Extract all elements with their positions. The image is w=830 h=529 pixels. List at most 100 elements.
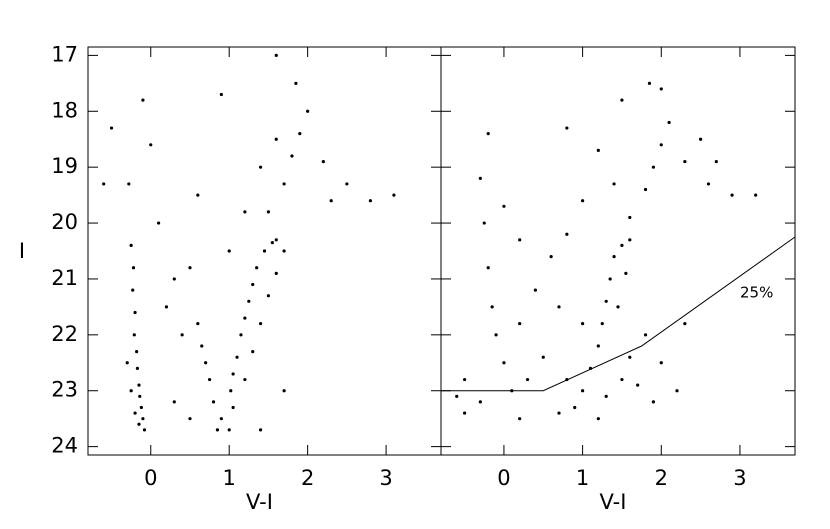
y-tick-label: 24 (51, 434, 78, 458)
point (600, 322, 604, 326)
point (274, 238, 278, 242)
point (368, 199, 372, 203)
point (533, 288, 538, 292)
point (518, 322, 522, 326)
point (157, 221, 161, 225)
point (135, 366, 140, 370)
point (651, 165, 656, 169)
point (620, 377, 624, 382)
point (204, 361, 208, 365)
point (188, 266, 192, 270)
point (282, 182, 286, 186)
point (133, 310, 137, 315)
point (608, 277, 612, 281)
x-tick-label: 0 (144, 466, 157, 490)
point (129, 243, 133, 248)
point (227, 428, 231, 432)
point (549, 254, 553, 259)
point (651, 400, 656, 404)
point (227, 249, 231, 253)
point (628, 215, 632, 220)
point (131, 288, 135, 292)
plot-frame (440, 46, 796, 456)
point (274, 53, 278, 57)
point (270, 241, 274, 245)
point (565, 126, 569, 130)
point (486, 266, 490, 270)
point (247, 299, 251, 303)
point (294, 81, 298, 85)
point (596, 417, 600, 421)
point (643, 187, 648, 192)
y-tick-label: 21 (51, 266, 78, 290)
point (196, 322, 200, 326)
point (612, 254, 616, 259)
point (131, 266, 136, 270)
point (239, 333, 243, 337)
point (243, 210, 247, 214)
point (647, 81, 652, 85)
point (196, 193, 200, 197)
point (129, 389, 133, 393)
point (172, 277, 176, 281)
point (127, 182, 131, 186)
annotation: 25% (740, 284, 773, 302)
y-tick-label: 22 (51, 322, 78, 346)
point (683, 322, 687, 326)
point (565, 232, 569, 236)
x-tick-label: 2 (655, 466, 668, 490)
point (211, 400, 216, 404)
point (141, 417, 145, 421)
point (557, 305, 561, 309)
point (557, 411, 561, 415)
point (478, 176, 482, 180)
point (518, 417, 522, 421)
point (298, 132, 302, 136)
x-tick-label: 3 (379, 466, 392, 490)
point (219, 417, 223, 421)
point (636, 383, 640, 387)
point (754, 193, 758, 197)
point (345, 182, 349, 186)
point (620, 98, 624, 102)
point (102, 182, 106, 186)
point (643, 333, 648, 337)
point (251, 350, 255, 354)
point (659, 87, 663, 91)
x-tick-label: 1 (223, 466, 236, 490)
point (282, 389, 286, 393)
point (258, 322, 263, 326)
point (282, 249, 286, 253)
point (172, 400, 176, 404)
point (628, 355, 632, 359)
point (132, 333, 136, 337)
point (706, 182, 711, 186)
point (258, 428, 263, 432)
point (258, 165, 263, 169)
y-tick-label: 23 (51, 378, 78, 402)
point (612, 182, 616, 186)
point (478, 400, 482, 404)
point (581, 389, 585, 393)
point (290, 154, 294, 158)
point (215, 428, 220, 432)
point (659, 143, 663, 147)
point (455, 394, 459, 398)
point (139, 405, 143, 410)
point (141, 98, 145, 102)
point (502, 204, 506, 208)
y-axis-label: I (19, 239, 25, 263)
y-tick-label: 20 (51, 210, 78, 234)
point (243, 377, 247, 382)
point (525, 377, 530, 382)
point (490, 305, 494, 309)
point (255, 266, 259, 270)
point (628, 238, 632, 242)
point (109, 126, 114, 130)
point (219, 92, 223, 97)
point (675, 389, 679, 393)
point (624, 271, 628, 275)
point (604, 299, 608, 303)
point (581, 322, 585, 326)
point (329, 199, 333, 203)
